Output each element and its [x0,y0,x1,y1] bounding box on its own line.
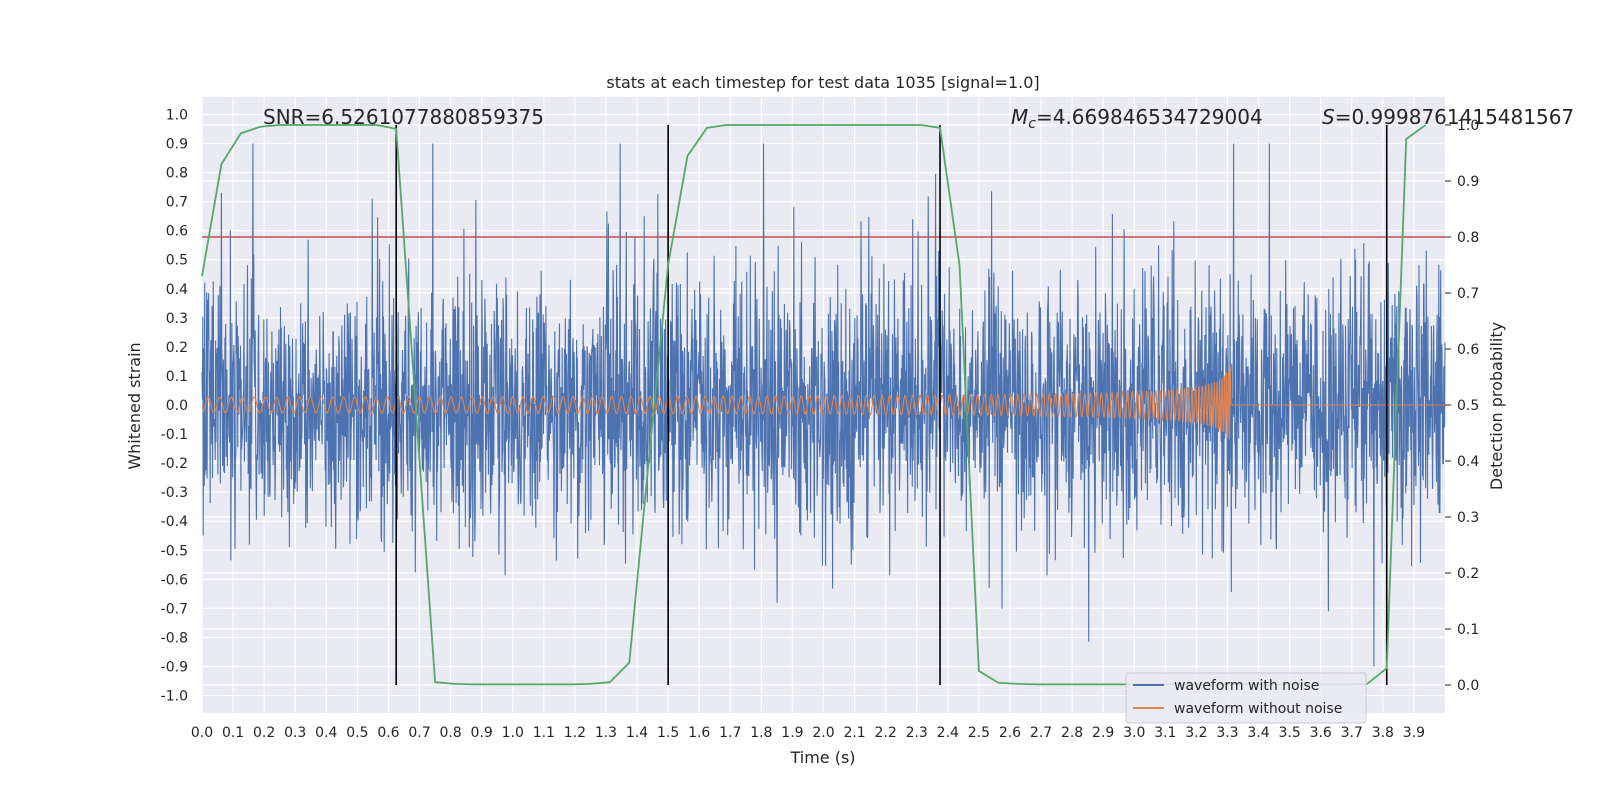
x-tick-label: 1.8 [750,725,772,741]
y2-tick-label: 0.8 [1457,230,1479,246]
y-tick-label: -0.3 [161,485,188,501]
x-tick-label: 2.9 [1092,725,1114,741]
x-tick-label: 2.5 [968,725,990,741]
series-waveform-with-noise [201,143,1446,667]
y-tick-label: -0.6 [161,572,188,588]
y-tick-label: 0.2 [166,340,188,356]
x-tick-label: 1.7 [719,725,741,741]
y-tick-label: -0.4 [161,514,188,530]
y-tick-label: 0.0 [166,398,188,414]
x-tick-label: 2.0 [812,725,834,741]
x-tick-label: 3.5 [1278,725,1300,741]
snr-annotation: SNR=6.526107788085937​5 [263,105,544,129]
score-value: =0.9998761415481567 [1335,105,1574,129]
y-axis-label: Whitened strain [125,342,144,469]
y2-tick-label: 1.0 [1457,118,1479,134]
x-tick-label: 3.9 [1403,725,1425,741]
y-tick-label: 1.0 [166,107,188,123]
y-tick-label: -0.5 [161,543,188,559]
x-tick-label: 1.5 [657,725,679,741]
x-tick-label: 1.3 [595,725,617,741]
x-tick-label: 1.0 [502,725,524,741]
series-waveform-without-noise [201,366,1445,440]
x-tick-label: 3.3 [1216,725,1238,741]
chirp-mass-annotation: Mc=4.669846534729004 [1011,105,1263,132]
vertical-markers [395,125,1388,685]
chirp-mass-value: =4.669846534729004 [1036,105,1263,129]
chart-title: stats at each timestep for test data 103… [606,73,1039,92]
y2-tick-label: 0.6 [1457,342,1479,358]
x-tick-label: 0.7 [408,725,430,741]
x-tick-label: 0.6 [377,725,399,741]
legend-label-clean: waveform without noise [1174,701,1342,717]
y-tick-label: -1.0 [161,689,188,705]
y-tick-label: -0.2 [161,456,188,472]
y-tick-label: -0.1 [161,427,188,443]
x-tick-label: 1.1 [533,725,555,741]
x-tick-label: 1.4 [626,725,648,741]
y2-tick-label: 0.5 [1457,398,1479,414]
x-tick-label: 1.9 [781,725,803,741]
x-tick-label: 0.4 [315,725,337,741]
legend: waveform with noise waveform without noi… [1125,672,1367,724]
x-tick-label: 3.0 [1123,725,1145,741]
x-tick-label: 0.2 [253,725,275,741]
x-tick-label: 1.2 [564,725,586,741]
x-tick-label: 2.6 [999,725,1021,741]
x-tick-label: 3.1 [1154,725,1176,741]
x-tick-label: 0.9 [471,725,493,741]
x-tick-label: 3.8 [1372,725,1394,741]
y2-tick-label: 0.1 [1457,622,1479,638]
y-tick-label: -0.8 [161,630,188,646]
y-tick-label: -0.9 [161,660,188,676]
y2-tick-label: 0.9 [1457,174,1479,190]
x-tick-label: 2.3 [906,725,928,741]
x-tick-label: 2.1 [843,725,865,741]
x-tick-label: 0.0 [191,725,213,741]
y2-tick-label: 0.0 [1457,678,1479,694]
x-tick-label: 3.6 [1310,725,1332,741]
legend-box [1125,672,1367,724]
y2-tick-label: 0.2 [1457,566,1479,582]
y2-axis-ticks: 1.0 0.9 0.8 0.7 0.6 0.5 0.4 0.3 0.2 0.1 0.0 [1445,118,1479,694]
chirp-mass-symbol: M [1011,105,1028,129]
y2-tick-label: 0.3 [1457,510,1479,526]
x-axis-label: Time (s) [789,748,855,767]
clean-waveform-line [201,366,1445,440]
y-tick-label: 0.6 [166,224,188,240]
x-tick-label: 0.1 [222,725,244,741]
y-tick-label: 0.3 [166,311,188,327]
y-tick-label: 0.4 [166,282,188,298]
score-annotation: S=0.9998761415481567 [1322,105,1574,129]
x-tick-label: 0.8 [439,725,461,741]
x-tick-label: 3.7 [1341,725,1363,741]
y2-tick-label: 0.7 [1457,286,1479,302]
x-tick-label: 2.2 [875,725,897,741]
y2-tick-label: 0.4 [1457,454,1479,470]
y-tick-label: 0.1 [166,369,188,385]
x-tick-label: 0.5 [346,725,368,741]
y-tick-label: 0.5 [166,253,188,269]
y2-axis-label: Detection probability [1487,322,1506,490]
x-tick-label: 1.6 [688,725,710,741]
score-symbol: S [1322,105,1335,129]
y-tick-label: -0.7 [161,601,188,617]
x-axis-ticks: 0.0 0.1 0.2 0.3 0.4 0.5 0.6 0.7 0.8 0.9 1.0 1.1 1.2 1… [191,725,1425,741]
y-axis-ticks: 1.0 0.9 0.8 0.7 0.6 0.5 0.4 0.3 0.2 0.1 0.0 -0.1 -0.… [161,107,188,704]
x-tick-label: 2.7 [1030,725,1052,741]
x-tick-label: 2.8 [1061,725,1083,741]
legend-label-noise: waveform with noise [1174,678,1319,694]
x-tick-label: 3.2 [1185,725,1207,741]
x-tick-label: 0.3 [284,725,306,741]
x-tick-label: 3.4 [1247,725,1269,741]
noise-waveform-line [201,143,1446,667]
y-tick-label: 0.8 [166,166,188,182]
y-tick-label: 0.7 [166,195,188,211]
x-tick-label: 2.4 [937,725,959,741]
chirp-mass-subscript: c [1028,116,1036,132]
y-tick-label: 0.9 [166,136,188,152]
